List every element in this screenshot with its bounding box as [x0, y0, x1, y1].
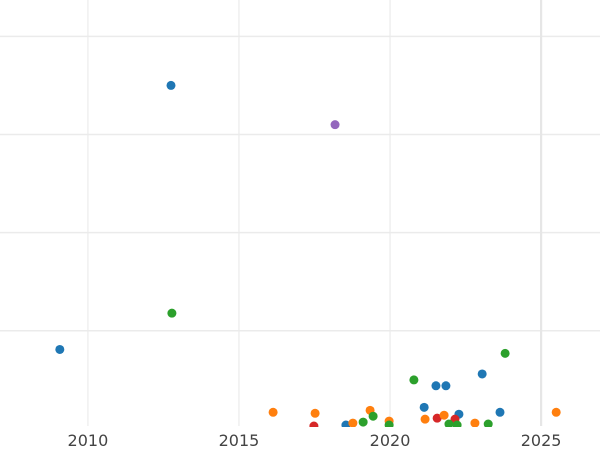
data-point-blue: [431, 381, 441, 391]
data-point-orange: [439, 410, 449, 420]
x-tick-label: 2010: [68, 431, 109, 450]
data-point-green: [358, 417, 368, 427]
data-point-blue: [477, 369, 487, 379]
data-point-green: [409, 375, 419, 385]
data-point-green: [167, 308, 177, 318]
data-point-orange: [470, 418, 480, 427]
data-point-green: [483, 419, 493, 427]
data-point-orange: [420, 414, 430, 424]
data-point-blue: [495, 407, 505, 417]
data-point-green: [368, 411, 378, 421]
data-point-green: [500, 348, 510, 358]
x-axis: 2010 2015 2020 2025: [68, 431, 562, 450]
data-point-purple: [330, 120, 340, 130]
x-tick-label: 2015: [219, 431, 260, 450]
data-point-orange: [268, 407, 278, 417]
data-point-blue: [419, 402, 429, 412]
data-point-blue: [341, 420, 351, 427]
data-point-blue: [55, 344, 65, 354]
x-tick-label: 2020: [370, 431, 411, 450]
data-point-green: [384, 420, 394, 427]
data-point-orange: [551, 407, 561, 417]
data-point-red: [432, 413, 442, 423]
data-point-orange: [310, 408, 320, 418]
gridlines: [0, 0, 600, 426]
data-point-green: [452, 420, 462, 427]
data-point-red: [309, 421, 319, 427]
data-point-orange: [348, 418, 358, 427]
data-points: [55, 80, 561, 427]
data-point-blue: [441, 381, 451, 391]
x-tick-label: 2025: [521, 431, 562, 450]
data-point-blue: [166, 80, 176, 90]
data-point-green: [444, 419, 454, 427]
